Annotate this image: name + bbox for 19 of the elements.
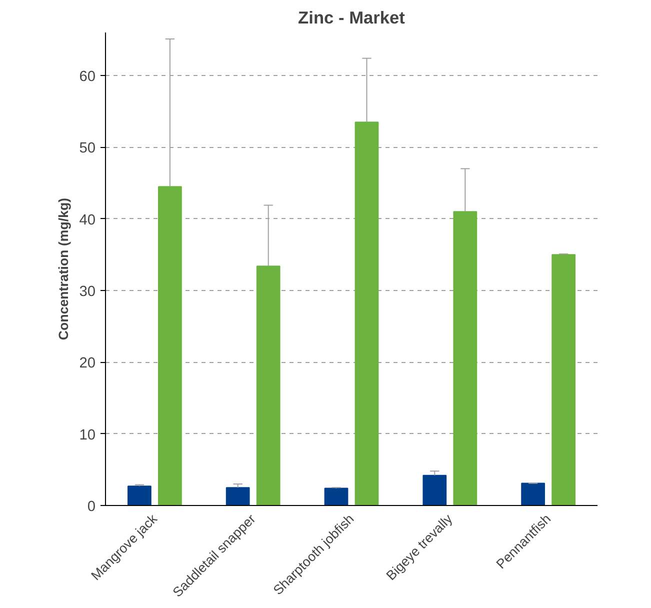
chart-title: Zinc - Market [298,8,406,28]
y-tick-label: 50 [79,140,96,157]
y-tick-label: 40 [79,212,96,228]
bar [552,254,576,506]
y-tick-label: 0 [87,499,96,515]
y-tick-label: 60 [79,69,96,85]
bar [256,266,280,506]
bar [453,211,478,506]
y-axis-title: Concentration (mg/kg) [56,198,72,340]
bar [422,474,447,506]
bar [521,482,545,506]
bar [128,486,152,506]
y-tick-label: 30 [79,284,96,300]
bar [354,122,379,506]
bar [226,487,250,506]
bar [324,488,348,506]
y-tick-label: 20 [79,356,96,372]
y-tick-label: 10 [79,427,96,444]
bar [158,186,182,506]
